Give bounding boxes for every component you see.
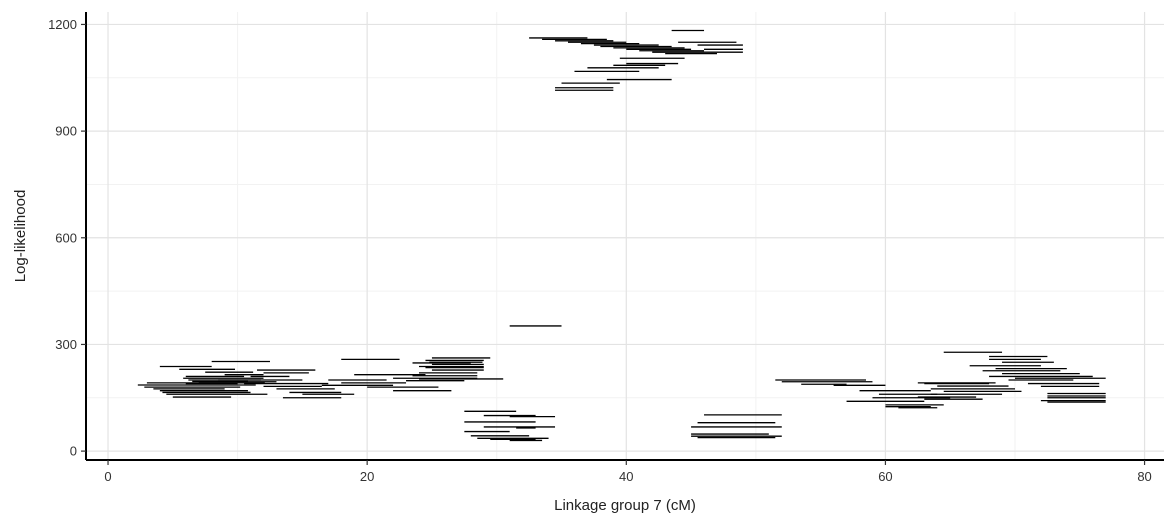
- x-tick-label: 0: [104, 469, 111, 484]
- x-axis-title: Linkage group 7 (cM): [554, 497, 696, 514]
- y-axis-title: Log-likelihood: [12, 190, 29, 283]
- data-segments: [137, 29, 1106, 442]
- x-axis-ticks: 0 20 40 60 80: [104, 460, 1152, 484]
- y-tick-label: 300: [55, 337, 77, 352]
- x-tick-label: 40: [619, 469, 633, 484]
- y-tick-label: 900: [55, 124, 77, 139]
- x-tick-label: 60: [878, 469, 892, 484]
- y-axis-ticks: 0 300 600 900 1200: [48, 17, 86, 459]
- grid: [86, 12, 1164, 460]
- y-tick-label: 1200: [48, 17, 77, 32]
- x-tick-label: 20: [360, 469, 374, 484]
- y-tick-label: 0: [70, 444, 77, 459]
- axes: [85, 12, 1164, 461]
- y-tick-label: 600: [55, 230, 77, 245]
- x-tick-label: 80: [1137, 469, 1151, 484]
